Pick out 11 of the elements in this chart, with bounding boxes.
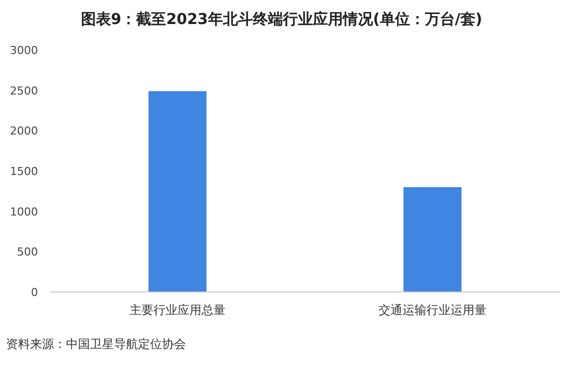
y-tick-label: 500 <box>17 246 38 259</box>
y-tick-label: 1000 <box>10 205 38 218</box>
x-tick-label: 主要行业应用总量 <box>130 303 226 317</box>
y-tick-label: 0 <box>31 286 38 299</box>
y-tick-label: 3000 <box>10 44 38 57</box>
y-tick-label: 1500 <box>10 165 38 178</box>
y-tick-label: 2000 <box>10 124 38 138</box>
x-tick-label: 交通运输行业运用量 <box>378 303 486 317</box>
text: 资料来源：中国卫星导航定位协会 <box>6 337 186 351</box>
chart-title: 图表9：截至2023年北斗终端行业应用情况(单位：万台/套) <box>80 10 482 28</box>
y-tick-label: 2500 <box>10 84 38 98</box>
